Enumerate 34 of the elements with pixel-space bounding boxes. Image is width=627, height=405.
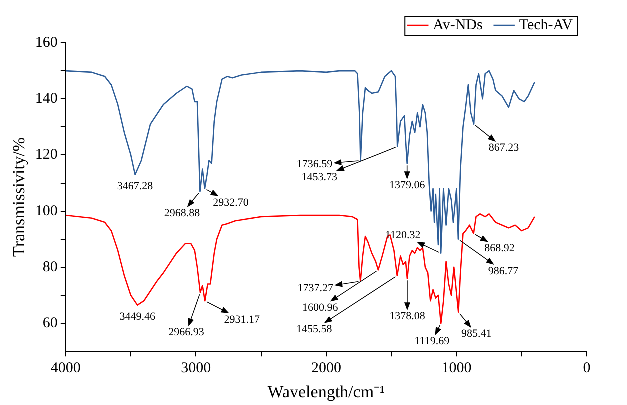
- legend-label: Tech-AV: [519, 17, 574, 34]
- y-tick-label: 100: [35, 203, 58, 220]
- x-tick-label: 0: [583, 360, 591, 377]
- annotation: 868.92: [484, 242, 515, 255]
- annotation: 867.23: [488, 142, 520, 154]
- annotation: 1120.32: [385, 229, 421, 242]
- y-tick-label: 140: [35, 91, 58, 108]
- x-axis-title: Wavelength/cm⁻¹: [268, 382, 386, 402]
- annotation: 1453.73: [302, 172, 338, 184]
- x-tick-label: 4000: [50, 360, 81, 377]
- y-tick-label: 160: [35, 34, 58, 51]
- annotation: 2968.88: [164, 208, 201, 220]
- x-tick-label: 2000: [311, 360, 342, 377]
- annotation: 1737.27: [298, 282, 334, 294]
- annotation: 1455.58: [296, 324, 333, 336]
- x-tick-label: 1000: [442, 360, 472, 377]
- annotation: 2966.93: [168, 326, 205, 339]
- annotation: 2931.17: [224, 314, 261, 326]
- y-axis-title: Transmissivity/%: [10, 138, 29, 257]
- y-tick-label: 120: [35, 147, 58, 164]
- legend-label: Av-NDs: [433, 17, 484, 34]
- y-tick-label: 60: [42, 315, 58, 332]
- annotation: 3449.46: [120, 311, 156, 324]
- annotation: 1119.69: [414, 335, 450, 348]
- annotation: 2932.70: [213, 196, 250, 209]
- annotation: 1379.06: [389, 180, 426, 192]
- annotation: 1736.59: [296, 158, 334, 171]
- annotation: 986.77: [488, 265, 520, 278]
- annotation: 985.41: [462, 328, 492, 340]
- annotation: 3467.28: [117, 180, 154, 193]
- annotation: 1378.08: [390, 310, 426, 323]
- x-tick-label: 3000: [181, 360, 212, 377]
- annotation: 1600.96: [302, 302, 339, 314]
- y-tick-label: 80: [42, 259, 58, 276]
